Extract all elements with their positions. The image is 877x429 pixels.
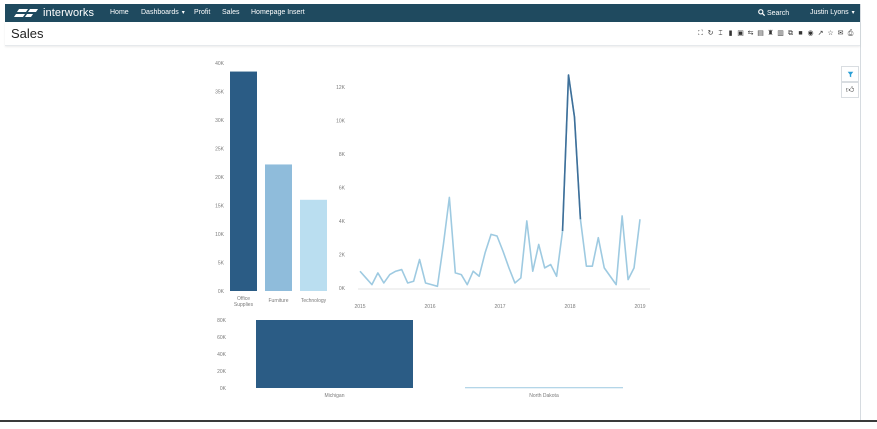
filter-icon bbox=[847, 71, 853, 77]
category-bar[interactable] bbox=[300, 199, 327, 291]
search-button[interactable]: Search bbox=[758, 9, 789, 17]
filter-button[interactable] bbox=[841, 66, 859, 82]
y-tick-label: 6K bbox=[339, 185, 346, 191]
revert-icon[interactable]: ⌶ bbox=[718, 30, 723, 37]
y-tick-label: 30K bbox=[215, 118, 225, 124]
x-tick-label: Supplies bbox=[234, 302, 254, 308]
y-tick-label: 60K bbox=[217, 335, 227, 341]
y-tick-label: 35K bbox=[215, 90, 225, 96]
thumbs-up-button[interactable]: 👍︎ bbox=[841, 82, 859, 98]
print-icon[interactable]: ⎙ bbox=[847, 30, 854, 37]
chevron-down-icon: ▾ bbox=[851, 10, 855, 16]
nav-homepage-insert[interactable]: Homepage Insert bbox=[251, 9, 305, 16]
x-tick-label: Furniture bbox=[268, 298, 288, 304]
page-title: Sales bbox=[11, 26, 44, 41]
y-tick-label: 8K bbox=[339, 152, 346, 158]
y-tick-label: 5K bbox=[218, 261, 225, 267]
thumbs-up-icon: 👍︎ bbox=[845, 85, 855, 94]
category-bar[interactable] bbox=[230, 71, 257, 291]
y-tick-label: 4K bbox=[339, 219, 346, 225]
pdf-icon[interactable]: ▮ bbox=[728, 30, 733, 37]
refresh-icon[interactable]: ↻ bbox=[707, 30, 714, 37]
dashboard-titlebar: Sales ⛶ ↻ ⌶ ▮ ▣ ⇆ ▤ ♜ ▥ ⧉ ■ ◉ ↗ ☆ ✉ ⎙ bbox=[5, 22, 860, 46]
brand-name: interworks bbox=[43, 7, 95, 19]
user-menu[interactable]: Justin Lyons ▾ bbox=[810, 9, 855, 16]
dashboard-toolbar: ⛶ ↻ ⌶ ▮ ▣ ⇆ ▤ ♜ ▥ ⧉ ■ ◉ ↗ ☆ ✉ ⎙ bbox=[697, 30, 854, 37]
x-tick-label: 2017 bbox=[494, 304, 505, 310]
y-tick-label: 0K bbox=[339, 286, 346, 292]
x-tick-label: Technology bbox=[301, 298, 327, 304]
save-icon[interactable]: ▤ bbox=[757, 30, 764, 37]
camera-icon[interactable]: ◉ bbox=[807, 30, 814, 37]
sales-trend-line[interactable] bbox=[359, 74, 641, 288]
x-tick-label: 2015 bbox=[354, 304, 365, 310]
search-label: Search bbox=[766, 10, 790, 17]
y-tick-label: 10K bbox=[336, 118, 346, 124]
data-icon[interactable]: ♜ bbox=[767, 30, 774, 37]
y-tick-label: 20K bbox=[215, 175, 225, 181]
state-bar[interactable] bbox=[256, 320, 413, 388]
window-bottom-edge bbox=[0, 420, 877, 422]
nav-home[interactable]: Home bbox=[110, 9, 129, 16]
email-icon[interactable]: ✉ bbox=[837, 30, 844, 37]
x-tick-label: Office bbox=[237, 296, 250, 302]
x-tick-label: North Dakota bbox=[529, 393, 559, 399]
y-tick-label: 10K bbox=[215, 232, 225, 238]
chevron-down-icon: ▾ bbox=[181, 10, 185, 16]
x-tick-label: Michigan bbox=[324, 393, 344, 399]
top-navbar: interworks Home Dashboards ▾ Profit Sales… bbox=[5, 4, 860, 22]
share-icon[interactable]: ↗ bbox=[817, 30, 824, 37]
y-tick-label: 15K bbox=[215, 204, 225, 210]
nav-sales[interactable]: Sales bbox=[222, 9, 240, 16]
category-bar[interactable] bbox=[265, 164, 292, 291]
fullscreen-icon[interactable]: ⛶ bbox=[698, 30, 703, 37]
sales-trend-peak-segment[interactable] bbox=[561, 74, 582, 232]
crosstab-icon[interactable]: ⇆ bbox=[747, 30, 754, 37]
state-bar[interactable] bbox=[465, 387, 623, 389]
nav-dashboards[interactable]: Dashboards ▾ bbox=[141, 9, 185, 16]
x-tick-label: 2019 bbox=[634, 304, 645, 310]
app-frame: interworks Home Dashboards ▾ Profit Sales… bbox=[5, 4, 861, 422]
brand-logo[interactable]: interworks bbox=[13, 6, 95, 20]
y-tick-label: 12K bbox=[336, 85, 346, 91]
nav-profit[interactable]: Profit bbox=[194, 9, 211, 16]
y-tick-label: 0K bbox=[218, 289, 225, 295]
y-tick-label: 40K bbox=[217, 352, 227, 358]
view-icon[interactable]: ▥ bbox=[777, 30, 784, 37]
y-tick-label: 20K bbox=[217, 369, 227, 375]
y-tick-label: 40K bbox=[215, 61, 225, 67]
image-icon[interactable]: ▣ bbox=[737, 30, 744, 37]
user-name: Justin Lyons bbox=[810, 9, 849, 16]
x-tick-label: 2018 bbox=[564, 304, 575, 310]
x-tick-label: 2016 bbox=[424, 304, 435, 310]
search-icon bbox=[758, 9, 766, 17]
y-tick-label: 80K bbox=[217, 318, 227, 324]
favorite-icon[interactable]: ☆ bbox=[827, 30, 834, 37]
embed-icon[interactable]: ■ bbox=[798, 30, 803, 37]
y-tick-label: 25K bbox=[215, 147, 225, 153]
y-tick-label: 0K bbox=[220, 386, 227, 392]
copy-icon[interactable]: ⧉ bbox=[788, 30, 793, 37]
nav-dashboards-label: Dashboards bbox=[141, 9, 179, 16]
y-tick-label: 2K bbox=[339, 252, 346, 258]
